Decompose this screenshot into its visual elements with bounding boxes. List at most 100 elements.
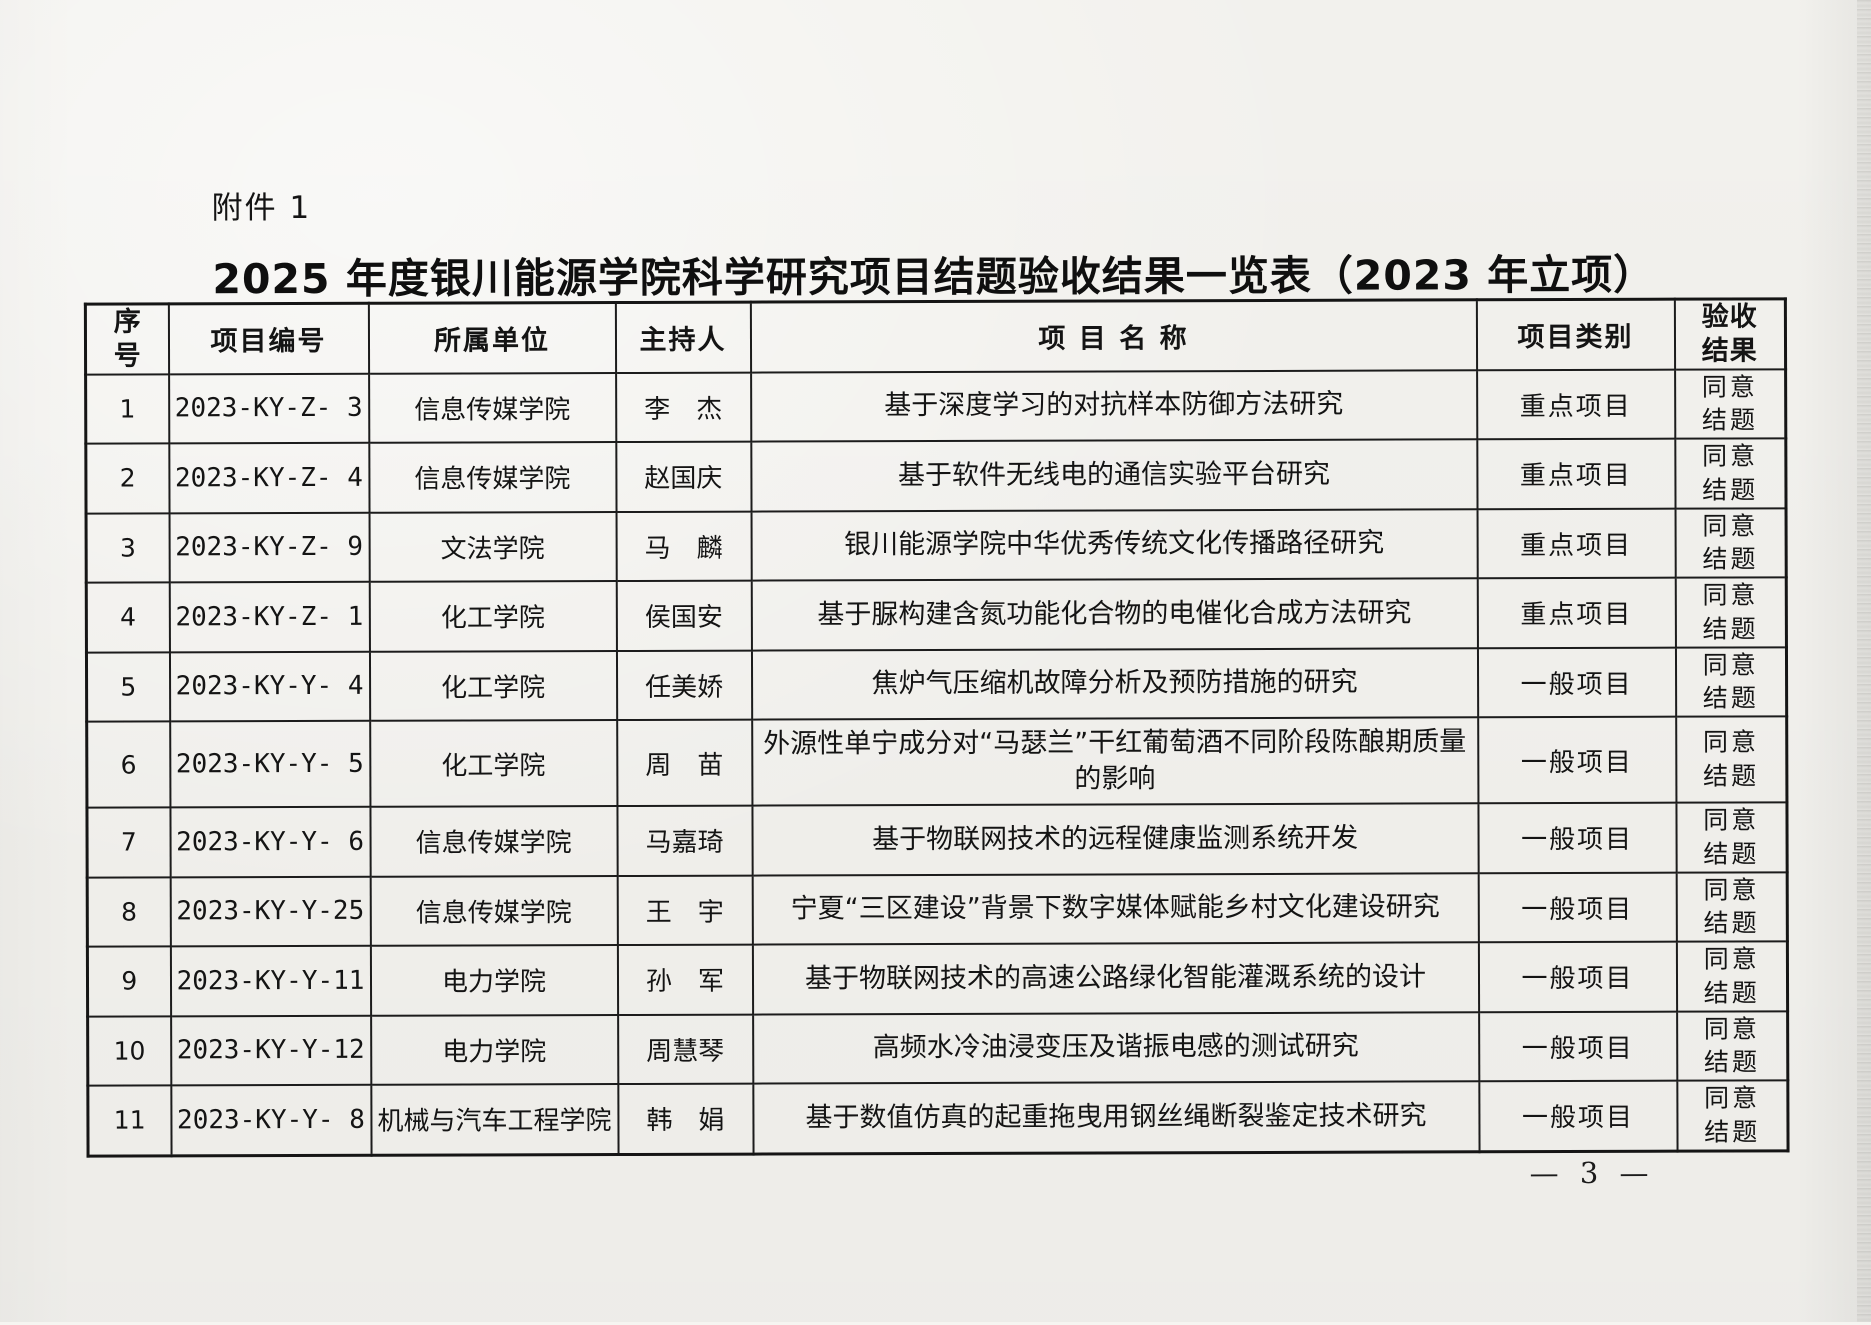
cell-result-text: 同意结题 [1703, 805, 1760, 869]
cell-project-name: 基于物联网技术的远程健康监测系统开发 [751, 803, 1479, 876]
cell-unit: 电力学院 [370, 1014, 618, 1085]
attachment-label: 附件 1 [211, 189, 312, 227]
cell-leader: 王 宇 [617, 875, 753, 946]
cell-result: 同意结题 [1676, 1080, 1789, 1151]
cell-index: 8 [87, 876, 171, 947]
cell-project-name: 宁夏“三区建设”背景下数字媒体赋能乡村文化建设研究 [752, 872, 1479, 945]
cell-project-name: 外源性单宁成分对“马瑟兰”干红葡萄酒不同阶段陈酿期质量的影响 [751, 717, 1478, 806]
cell-index: 2 [85, 443, 170, 514]
cell-project-no: 2023-KY-Y-12 [170, 1015, 371, 1086]
cell-category: 重点项目 [1477, 577, 1676, 648]
cell-unit: 机械与汽车工程学院 [370, 1084, 619, 1155]
table-header-row: 序号 项目编号 所属单位 主持人 项 目 名 称 项目类别 验收结果 [85, 298, 1786, 375]
table-row: 3 2023-KY-Z- 9 文法学院 马 麟 银川能源学院中华优秀传统文化传播… [86, 507, 1787, 583]
cell-category: 重点项目 [1476, 438, 1676, 509]
cell-unit: 化工学院 [369, 581, 617, 652]
table-row: 9 2023-KY-Y-11 电力学院 孙 军 基于物联网技术的高速公路绿化智能… [87, 941, 1788, 1017]
cell-unit: 信息传媒学院 [368, 372, 616, 443]
cell-unit: 信息传媒学院 [369, 806, 618, 877]
cell-category: 一般项目 [1478, 1080, 1678, 1152]
cell-result-text: 同意结题 [1702, 510, 1759, 574]
cell-leader: 周 苗 [616, 719, 752, 807]
cell-project-name: 基于物联网技术的高速公路绿化智能灌溉系统的设计 [752, 942, 1479, 1015]
cell-project-no: 2023-KY-Z- 3 [168, 373, 369, 444]
cell-result-text: 同意结题 [1702, 649, 1759, 713]
header-leader: 主持人 [615, 302, 751, 373]
table-row: 8 2023-KY-Y-25 信息传媒学院 王 宇 宁夏“三区建设”背景下数字媒… [87, 871, 1788, 947]
cell-unit: 电力学院 [370, 945, 618, 1016]
header-unit: 所属单位 [368, 302, 616, 374]
header-result-label: 验收结果 [1701, 301, 1758, 367]
header-project-name: 项 目 名 称 [750, 299, 1477, 373]
cell-unit: 信息传媒学院 [370, 875, 618, 946]
cell-index: 11 [87, 1085, 172, 1156]
cell-project-name: 基于软件无线电的通信实验平台研究 [750, 439, 1478, 512]
cell-result: 同意结题 [1674, 438, 1787, 509]
header-project-no: 项目编号 [168, 303, 369, 374]
cell-unit: 信息传媒学院 [368, 442, 617, 513]
cell-result: 同意结题 [1676, 871, 1788, 942]
cell-category: 重点项目 [1476, 369, 1675, 440]
table-row: 1 2023-KY-Z- 3 信息传媒学院 李 杰 基于深度学习的对抗样本防御方… [85, 368, 1786, 444]
cell-result-text: 同意结题 [1703, 874, 1760, 938]
cell-category: 一般项目 [1478, 1011, 1677, 1082]
cell-project-name: 基于脲构建含氮功能化合物的电催化合成方法研究 [751, 578, 1478, 651]
table-row: 5 2023-KY-Y- 4 化工学院 任美娇 焦炉气压缩机故障分析及预防措施的… [86, 646, 1787, 722]
cell-result: 同意结题 [1675, 646, 1787, 717]
cell-category: 重点项目 [1477, 508, 1676, 579]
cell-category: 一般项目 [1477, 647, 1676, 718]
cell-result: 同意结题 [1674, 368, 1786, 439]
cell-leader: 韩 娟 [617, 1083, 754, 1154]
cell-unit: 化工学院 [369, 720, 617, 807]
cell-index: 1 [85, 373, 169, 444]
page-number: — 3 — [1529, 1155, 1655, 1191]
results-table: 序号 项目编号 所属单位 主持人 项 目 名 称 项目类别 验收结果 1 202… [83, 297, 1790, 1158]
cell-category: 一般项目 [1478, 941, 1677, 1012]
cell-index: 5 [86, 651, 170, 722]
cell-leader: 马嘉琦 [616, 805, 753, 876]
cell-result: 同意结题 [1675, 716, 1787, 803]
table-row: 6 2023-KY-Y- 5 化工学院 周 苗 外源性单宁成分对“马瑟兰”干红葡… [86, 716, 1787, 808]
header-result: 验收结果 [1674, 298, 1786, 370]
cell-project-name: 基于深度学习的对抗样本防御方法研究 [750, 369, 1477, 442]
cell-project-no: 2023-KY-Z- 4 [168, 442, 370, 513]
header-index-label: 序号 [113, 306, 141, 372]
document-title: 2025 年度银川能源学院科学研究项目结题验收结果一览表（2023 年立项） [212, 250, 1656, 304]
table-row: 7 2023-KY-Y- 6 信息传媒学院 马嘉琦 基于物联网技术的远程健康监测… [86, 802, 1788, 878]
cell-category: 一般项目 [1477, 802, 1677, 873]
cell-unit: 化工学院 [369, 650, 617, 721]
cell-index: 6 [86, 721, 170, 808]
cell-project-name: 焦炉气压缩机故障分析及预防措施的研究 [751, 647, 1478, 720]
cell-result-text: 同意结题 [1703, 1013, 1761, 1077]
cell-leader: 周慧琴 [617, 1014, 753, 1085]
cell-category: 一般项目 [1477, 716, 1676, 804]
cell-leader: 李 杰 [615, 372, 751, 443]
cell-project-name: 银川能源学院中华优秀传统文化传播路径研究 [751, 508, 1478, 581]
table-row: 4 2023-KY-Z- 1 化工学院 侯国安 基于脲构建含氮功能化合物的电催化… [86, 577, 1787, 653]
table-row: 11 2023-KY-Y- 8 机械与汽车工程学院 韩 娟 基于数值仿真的起重拖… [87, 1080, 1789, 1156]
cell-project-no: 2023-KY-Y-25 [170, 876, 371, 947]
cell-result-text: 同意结题 [1703, 944, 1760, 1008]
cell-project-no: 2023-KY-Y- 5 [169, 720, 370, 808]
cell-leader: 任美娇 [616, 650, 752, 721]
cell-result: 同意结题 [1675, 802, 1788, 873]
cell-project-no: 2023-KY-Y- 6 [169, 806, 371, 877]
cell-result: 同意结题 [1676, 941, 1788, 1012]
cell-category: 一般项目 [1478, 872, 1677, 943]
cell-project-name: 基于数值仿真的起重拖曳用钢丝绳断裂鉴定技术研究 [752, 1081, 1480, 1154]
table-row: 10 2023-KY-Y-12 电力学院 周慧琴 高频水冷油浸变压及谐振电感的测… [87, 1010, 1788, 1086]
cell-index: 10 [87, 1015, 171, 1086]
cell-index: 4 [86, 582, 170, 653]
header-index: 序号 [85, 303, 169, 375]
cell-result: 同意结题 [1675, 507, 1787, 578]
cell-leader: 侯国安 [616, 580, 752, 651]
cell-leader: 赵国庆 [615, 441, 752, 512]
cell-unit: 文法学院 [369, 511, 617, 582]
cell-project-no: 2023-KY-Y- 4 [169, 651, 370, 722]
header-category: 项目类别 [1476, 299, 1675, 370]
cell-result-text: 同意结题 [1702, 441, 1759, 505]
cell-index: 9 [87, 946, 171, 1017]
cell-index: 3 [86, 512, 170, 583]
cell-result: 同意结题 [1676, 1010, 1788, 1081]
cell-project-no: 2023-KY-Z- 9 [169, 512, 370, 583]
